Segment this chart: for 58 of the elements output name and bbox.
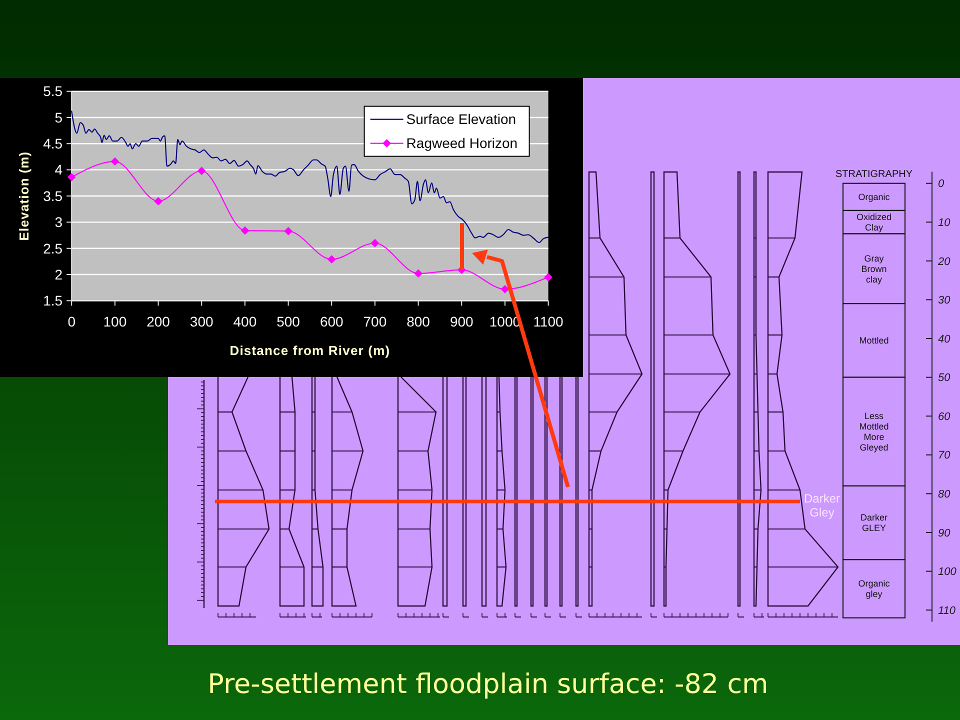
- x-tick-label: 300: [190, 314, 214, 330]
- text: Pre-settlement floodplain surface: -82 cm: [208, 669, 768, 700]
- x-tick-label: 200: [146, 314, 170, 330]
- point: [544, 272, 552, 282]
- y-tick-label: 4: [54, 162, 63, 178]
- series-label: Organic gley: [858, 578, 890, 600]
- x-tick-label: 500: [276, 314, 300, 330]
- point: [370, 238, 380, 248]
- y-tick-label: 100: [938, 566, 958, 578]
- y-tick-label: 20: [937, 256, 952, 268]
- x-tick-label: 0: [68, 314, 76, 330]
- y-tick-label: 50: [938, 372, 952, 384]
- series-label: Organic: [858, 192, 890, 202]
- x-tick-label: 800: [406, 314, 430, 330]
- x-axis-title: Distance from River (m): [230, 343, 390, 358]
- y-tick-label: 3: [54, 214, 63, 230]
- y-tick-label: 5: [54, 109, 63, 126]
- y-tick-label: 90: [938, 527, 952, 540]
- chart-title: STRATIGRAPHY: [835, 169, 913, 180]
- series-label: Darker GLEY: [860, 512, 888, 534]
- y-tick-label: 3.5: [43, 188, 63, 204]
- y-axis-title: Elevation (m): [16, 151, 32, 241]
- point: [500, 284, 510, 294]
- point: [154, 197, 162, 206]
- legend-label: Ragweed Horizon: [406, 135, 518, 152]
- point: [414, 269, 422, 278]
- ref-line-label: Darker Gley: [804, 492, 840, 520]
- y-tick-label: 5.5: [43, 83, 63, 100]
- y-tick-label: 110: [938, 604, 956, 617]
- y-tick-label: 40: [938, 333, 952, 346]
- series-label: Less Mottled More Gleyed: [859, 411, 889, 453]
- point: [67, 172, 76, 182]
- x-tick-label: 100: [103, 314, 127, 330]
- x-tick-label: 400: [233, 314, 257, 330]
- point: [110, 157, 120, 166]
- legend-label: Surface Elevation: [406, 111, 516, 128]
- series-label: Oxidized Clay: [856, 212, 892, 233]
- y-tick-label: 1.5: [43, 292, 63, 309]
- x-tick-label: 700: [363, 314, 387, 330]
- y-tick-label: 0: [938, 178, 945, 190]
- y-tick-label: 2: [54, 266, 63, 282]
- line-series: [71, 110, 549, 244]
- series-label: Mottled: [859, 336, 889, 346]
- y-tick-label: 60: [938, 410, 952, 423]
- y-tick-label: 30: [938, 294, 952, 307]
- point: [284, 226, 292, 236]
- x-tick-label: 900: [450, 314, 474, 330]
- series-label: Gray Brown clay: [861, 253, 887, 284]
- point: [240, 226, 250, 235]
- y-tick-label: 80: [938, 488, 952, 501]
- point: [197, 166, 206, 176]
- x-tick-label: 600: [320, 314, 344, 330]
- y-tick-label: 4.5: [43, 136, 63, 152]
- y-tick-label: 10: [938, 216, 952, 229]
- x-tick-label: 1100: [533, 314, 564, 330]
- y-tick-label: 70: [938, 450, 952, 462]
- y-tick-label: 2.5: [43, 240, 63, 256]
- point: [327, 255, 336, 264]
